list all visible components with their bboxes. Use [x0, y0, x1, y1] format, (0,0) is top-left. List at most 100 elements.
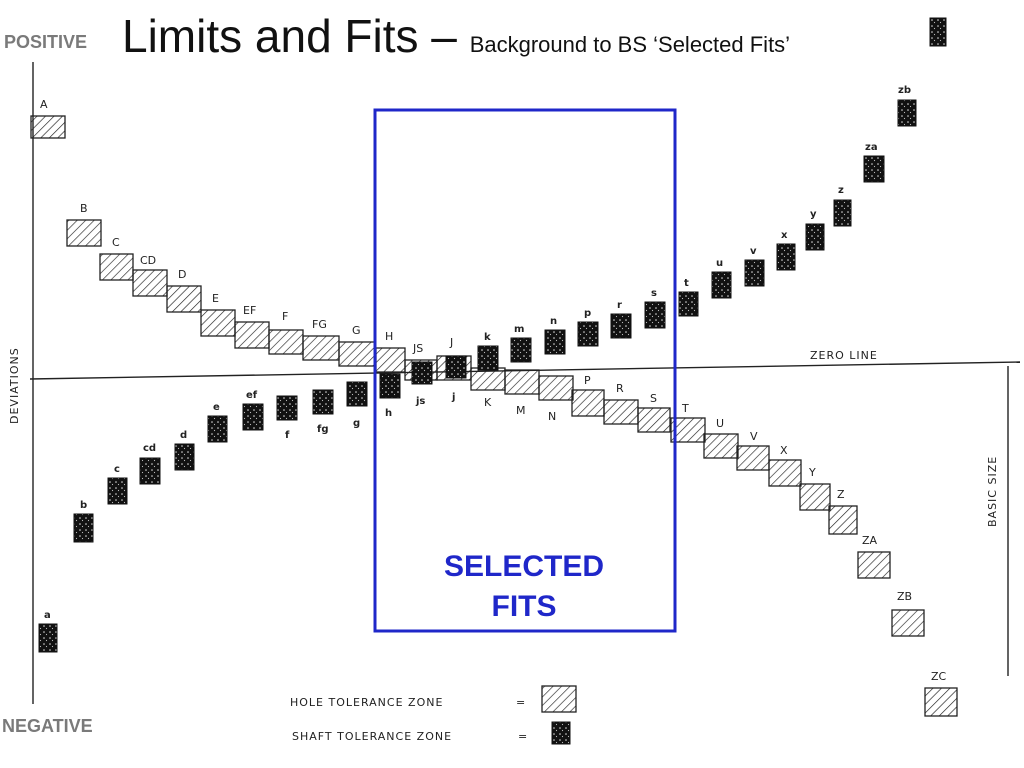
svg-text:X: X — [780, 444, 788, 457]
shaft-d: d — [174, 430, 195, 471]
svg-text:F: F — [282, 310, 288, 323]
shaft-y: y — [805, 209, 825, 251]
shaft-e: e — [207, 402, 228, 443]
hole-CD: CD — [132, 254, 168, 297]
hole-M: M — [504, 369, 540, 417]
title-subtitle: Background to BS ‘Selected Fits’ — [469, 32, 791, 57]
shaft-b: b — [73, 500, 94, 543]
shaft-zb: zb — [897, 85, 917, 127]
svg-text:Z: Z — [837, 488, 845, 501]
hole-ZC: ZC — [924, 670, 958, 717]
svg-text:M: M — [516, 404, 526, 417]
svg-text:ZC: ZC — [931, 670, 947, 683]
shaft-za: za — [863, 142, 885, 183]
hole-U: U — [703, 417, 739, 459]
hole-zones: A B C CD D E EF F FG G H JS J K M N P R … — [30, 98, 958, 717]
hole-P: P — [571, 374, 605, 417]
svg-text:E: E — [212, 292, 219, 305]
hole-S: S — [637, 392, 671, 433]
svg-text:b: b — [80, 500, 87, 511]
shaft-r: r — [610, 300, 632, 339]
svg-text:za: za — [865, 142, 878, 153]
shaft-n: n — [544, 316, 566, 355]
hole-K: K — [470, 367, 506, 409]
shaft-x: x — [776, 230, 796, 271]
svg-text:h: h — [385, 408, 392, 419]
shaft-h: h — [379, 373, 401, 419]
shaft-j: j — [445, 355, 467, 403]
zero-line-label: ZERO LINE — [810, 349, 878, 362]
hole-T: T — [670, 402, 706, 443]
svg-text:zb: zb — [898, 85, 911, 96]
hole-C: C — [99, 236, 134, 281]
svg-text:B: B — [80, 202, 88, 215]
svg-text:fg: fg — [317, 424, 329, 435]
svg-text:ef: ef — [246, 390, 258, 401]
hole-EF: EF — [234, 304, 270, 349]
svg-text:f: f — [285, 430, 290, 441]
svg-text:P: P — [584, 374, 591, 387]
shaft-z: z — [833, 185, 852, 227]
svg-text:ZB: ZB — [897, 590, 912, 603]
svg-text:R: R — [616, 382, 624, 395]
title-main-text: Limits and Fits – — [122, 10, 470, 62]
svg-text:H: H — [385, 330, 393, 343]
svg-text:u: u — [716, 258, 723, 269]
svg-text:K: K — [484, 396, 492, 409]
hole-V: V — [736, 430, 770, 471]
hole-N: N — [538, 375, 574, 423]
shaft-ef: ef — [242, 390, 264, 431]
hole-X: X — [768, 444, 802, 487]
shaft-fg: fg — [312, 389, 334, 435]
selected-fits-box — [373, 108, 677, 633]
hole-H: H — [375, 330, 406, 373]
hole-B: B — [66, 202, 102, 247]
shaft-zones: a b c cd d e ef f fg g h js j k m n p r … — [38, 85, 917, 653]
svg-text:J: J — [449, 336, 453, 349]
svg-text:V: V — [750, 430, 758, 443]
legend-shaft-swatch — [551, 721, 571, 745]
negative-label: NEGATIVE — [2, 716, 93, 736]
hole-E: E — [200, 292, 236, 337]
svg-text:EF: EF — [243, 304, 256, 317]
svg-text:Y: Y — [808, 466, 816, 479]
selected-fits-label-line2: FITS — [492, 590, 557, 623]
legend-shaft-equals: = — [518, 730, 528, 743]
slide-title: Limits and Fits – Background to BS ‘Sele… — [122, 6, 790, 75]
shaft-k: k — [477, 332, 499, 371]
hole-ZB: ZB — [891, 590, 925, 637]
svg-text:D: D — [178, 268, 186, 281]
shaft-g: g — [346, 381, 368, 429]
legend: HOLE TOLERANCE ZONE = SHAFT TOLERANCE ZO… — [290, 685, 577, 745]
svg-text:ZA: ZA — [862, 534, 878, 547]
svg-text:N: N — [548, 410, 556, 423]
hole-Y: Y — [799, 466, 831, 511]
hole-A: A — [30, 98, 66, 139]
legend-hole-swatch — [541, 685, 577, 713]
svg-text:p: p — [584, 308, 591, 319]
shaft-zone-icon — [929, 17, 947, 47]
hole-FG: FG — [302, 318, 340, 361]
hole-G: G — [338, 324, 376, 367]
svg-text:T: T — [681, 402, 689, 415]
svg-text:e: e — [213, 402, 220, 413]
svg-text:a: a — [44, 610, 51, 621]
legend-hole-label: HOLE TOLERANCE ZONE — [290, 696, 443, 709]
svg-text:x: x — [781, 230, 788, 241]
hole-D: D — [166, 268, 202, 313]
svg-text:js: js — [415, 396, 425, 407]
svg-text:g: g — [353, 418, 360, 429]
shaft-p: p — [577, 308, 599, 347]
svg-text:S: S — [650, 392, 657, 405]
svg-text:FG: FG — [312, 318, 327, 331]
shaft-m: m — [510, 324, 532, 363]
hole-R: R — [603, 382, 639, 425]
svg-text:j: j — [451, 392, 455, 403]
svg-text:t: t — [684, 278, 689, 289]
deviations-label: DEVIATIONS — [8, 347, 21, 424]
shaft-u: u — [711, 258, 732, 299]
svg-text:m: m — [514, 324, 524, 335]
legend-shaft-label: SHAFT TOLERANCE ZONE — [292, 730, 452, 743]
